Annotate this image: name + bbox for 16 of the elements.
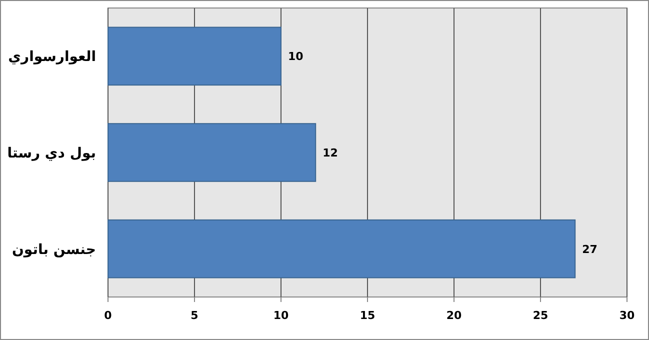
- x-tick-label: 30: [619, 309, 635, 322]
- x-tick-label: 5: [190, 309, 198, 322]
- data-label: 10: [288, 50, 304, 64]
- x-tick-label: 25: [532, 309, 548, 322]
- x-tick-label: 15: [360, 309, 376, 322]
- bar: [108, 26, 282, 86]
- y-tick-label: العوارسواري: [8, 49, 96, 66]
- y-tick-label: جنسن باتون: [12, 242, 96, 258]
- x-tick-label: 20: [446, 309, 462, 322]
- bar: [108, 123, 316, 182]
- x-tick-label: 10: [273, 309, 289, 322]
- data-label: 27: [582, 242, 598, 256]
- y-tick-label: بول دي رستا: [7, 146, 96, 162]
- data-label: 12: [322, 146, 338, 160]
- x-tick-label: 0: [104, 309, 112, 322]
- bar: [108, 219, 576, 278]
